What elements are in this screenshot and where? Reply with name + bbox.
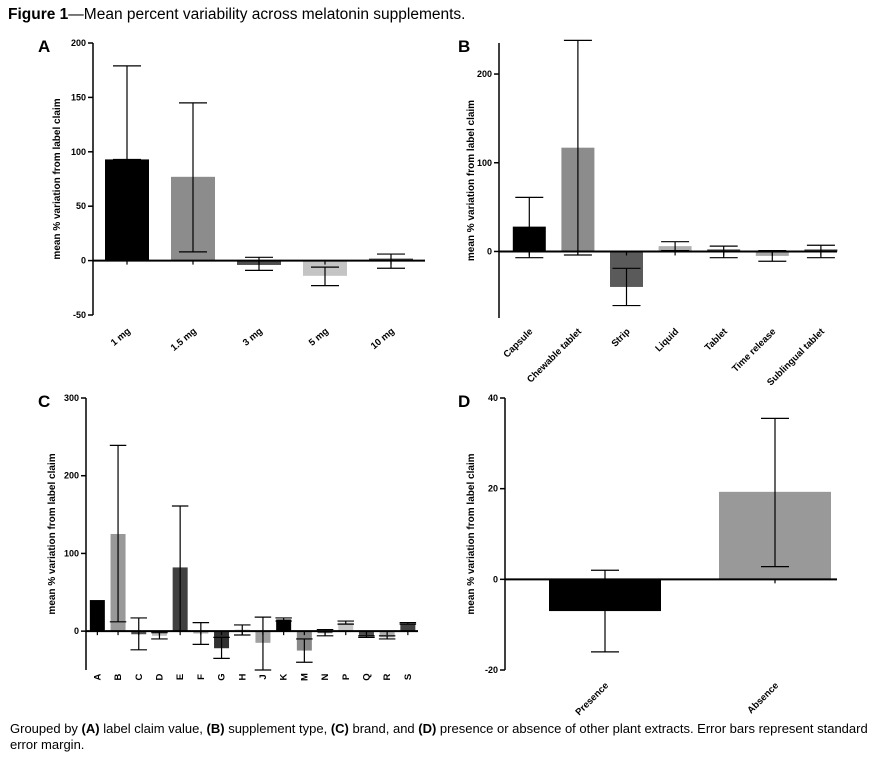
category-label-a-5-mg: 5 mg <box>307 326 331 349</box>
caption-d-text: presence or absence of other plant extra… <box>10 721 868 752</box>
category-label-c-h: H <box>237 673 248 680</box>
panel-d-y-tick-label: 20 <box>488 484 498 494</box>
category-label-b-tablet: Tablet <box>703 326 731 354</box>
caption-c-text: brand, and <box>348 721 419 736</box>
panel-c-y-tick-label: 300 <box>64 393 79 403</box>
category-label-b-strip: Strip <box>610 326 633 349</box>
panel-a-y-tick-label: -50 <box>73 310 86 320</box>
panel-a-y-label: mean % variation from label claim <box>52 98 63 259</box>
category-label-c-g: G <box>217 673 228 680</box>
category-label-a-3-mg: 3 mg <box>241 326 265 349</box>
category-label-c-d: D <box>154 673 165 680</box>
category-label-c-f: F <box>196 674 207 680</box>
panel-d-y-tick-label: 0 <box>493 574 498 584</box>
caption-c-tag: (C) <box>330 721 349 736</box>
panel-b-y-tick-label: 0 <box>487 246 492 256</box>
figure-title-text: —Mean percent variability across melaton… <box>68 6 466 23</box>
panel-b-letter: B <box>458 37 470 56</box>
panel-d-y-tick-label: 40 <box>488 393 498 403</box>
category-label-d-presence: Presence <box>573 680 611 718</box>
panel-c-y-tick-label: 200 <box>64 471 79 481</box>
category-label-a-1-5-mg: 1.5 mg <box>169 326 199 354</box>
category-label-c-c: C <box>134 673 145 680</box>
category-label-b-capsule: Capsule <box>502 326 536 360</box>
category-label-b-liquid: Liquid <box>653 326 681 354</box>
category-label-c-r: R <box>382 673 393 680</box>
category-label-a-1-mg: 1 mg <box>109 326 133 349</box>
panel-a-letter: A <box>38 37 50 56</box>
caption-b-tag: (B) <box>206 721 225 736</box>
caption-a-tag: (A) <box>81 721 100 736</box>
panel-a-y-tick-label: 100 <box>71 147 86 157</box>
panel-a-y-tick-label: 200 <box>71 38 86 48</box>
category-label-c-j: J <box>258 674 269 679</box>
category-label-c-e: E <box>175 674 186 680</box>
panel-c-y-tick-label: 100 <box>64 548 79 558</box>
panel-b-y-tick-label: 200 <box>477 69 492 79</box>
caption-b-text: supplement type, <box>224 721 331 736</box>
bar-c-s <box>400 623 416 632</box>
panel-b-y-tick-label: 100 <box>477 158 492 168</box>
bar-c-p <box>338 622 354 632</box>
panel-d-letter: D <box>458 392 470 411</box>
panel-d-y-label: mean % variation from label claim <box>466 453 477 614</box>
category-label-c-s: S <box>403 674 414 680</box>
category-label-c-p: P <box>341 673 352 680</box>
caption-a-text: label claim value, <box>99 721 207 736</box>
category-label-d-absence: Absence <box>745 680 781 716</box>
panel-a-y-tick-label: 50 <box>76 201 86 211</box>
panel-a-y-tick-label: 150 <box>71 92 86 102</box>
bar-c-k <box>276 619 292 632</box>
category-label-c-k: K <box>279 673 290 680</box>
bar-c-a <box>89 600 105 632</box>
category-label-c-q: Q <box>361 673 372 680</box>
panel-c-y-tick-label: 0 <box>74 626 79 636</box>
category-label-b-time-release: Time release <box>730 326 778 374</box>
panel-c-y-label: mean % variation from label claim <box>47 453 58 614</box>
category-label-a-10-mg: 10 mg <box>369 326 397 352</box>
category-label-c-m: M <box>299 673 310 681</box>
figure-caption: Grouped by (A) label claim value, (B) su… <box>10 721 868 753</box>
panel-d-y-tick-label: -20 <box>485 665 498 675</box>
panel-b-y-label: mean % variation from label claim <box>466 100 477 261</box>
panel-a-y-tick-label: 0 <box>81 256 86 266</box>
figure-title: Figure 1—Mean percent variability across… <box>8 6 465 24</box>
caption-lead: Grouped by <box>10 721 82 736</box>
panel-c-letter: C <box>38 392 50 411</box>
category-label-c-a: A <box>92 673 103 680</box>
category-label-c-n: N <box>320 673 331 680</box>
caption-d-tag: (D) <box>418 721 437 736</box>
figure-label: Figure 1 <box>8 6 69 23</box>
category-label-c-b: B <box>113 673 124 680</box>
bar-a-1-mg <box>105 159 149 261</box>
